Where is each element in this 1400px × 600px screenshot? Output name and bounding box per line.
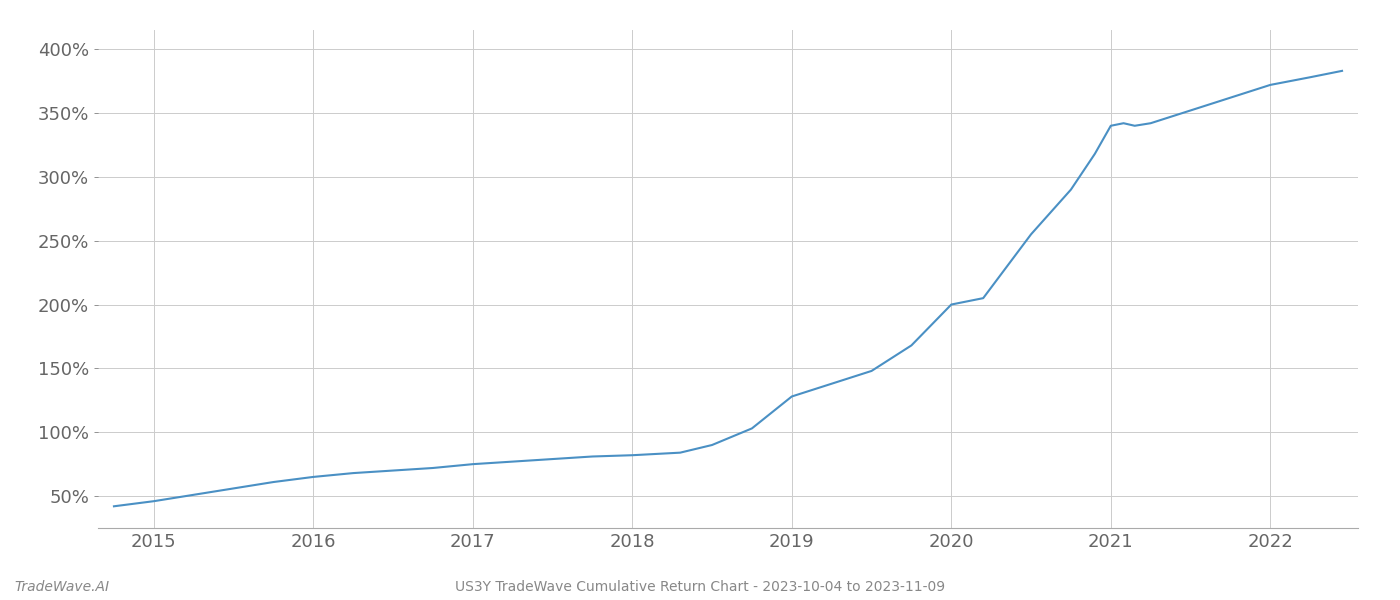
- Text: US3Y TradeWave Cumulative Return Chart - 2023-10-04 to 2023-11-09: US3Y TradeWave Cumulative Return Chart -…: [455, 580, 945, 594]
- Text: TradeWave.AI: TradeWave.AI: [14, 580, 109, 594]
